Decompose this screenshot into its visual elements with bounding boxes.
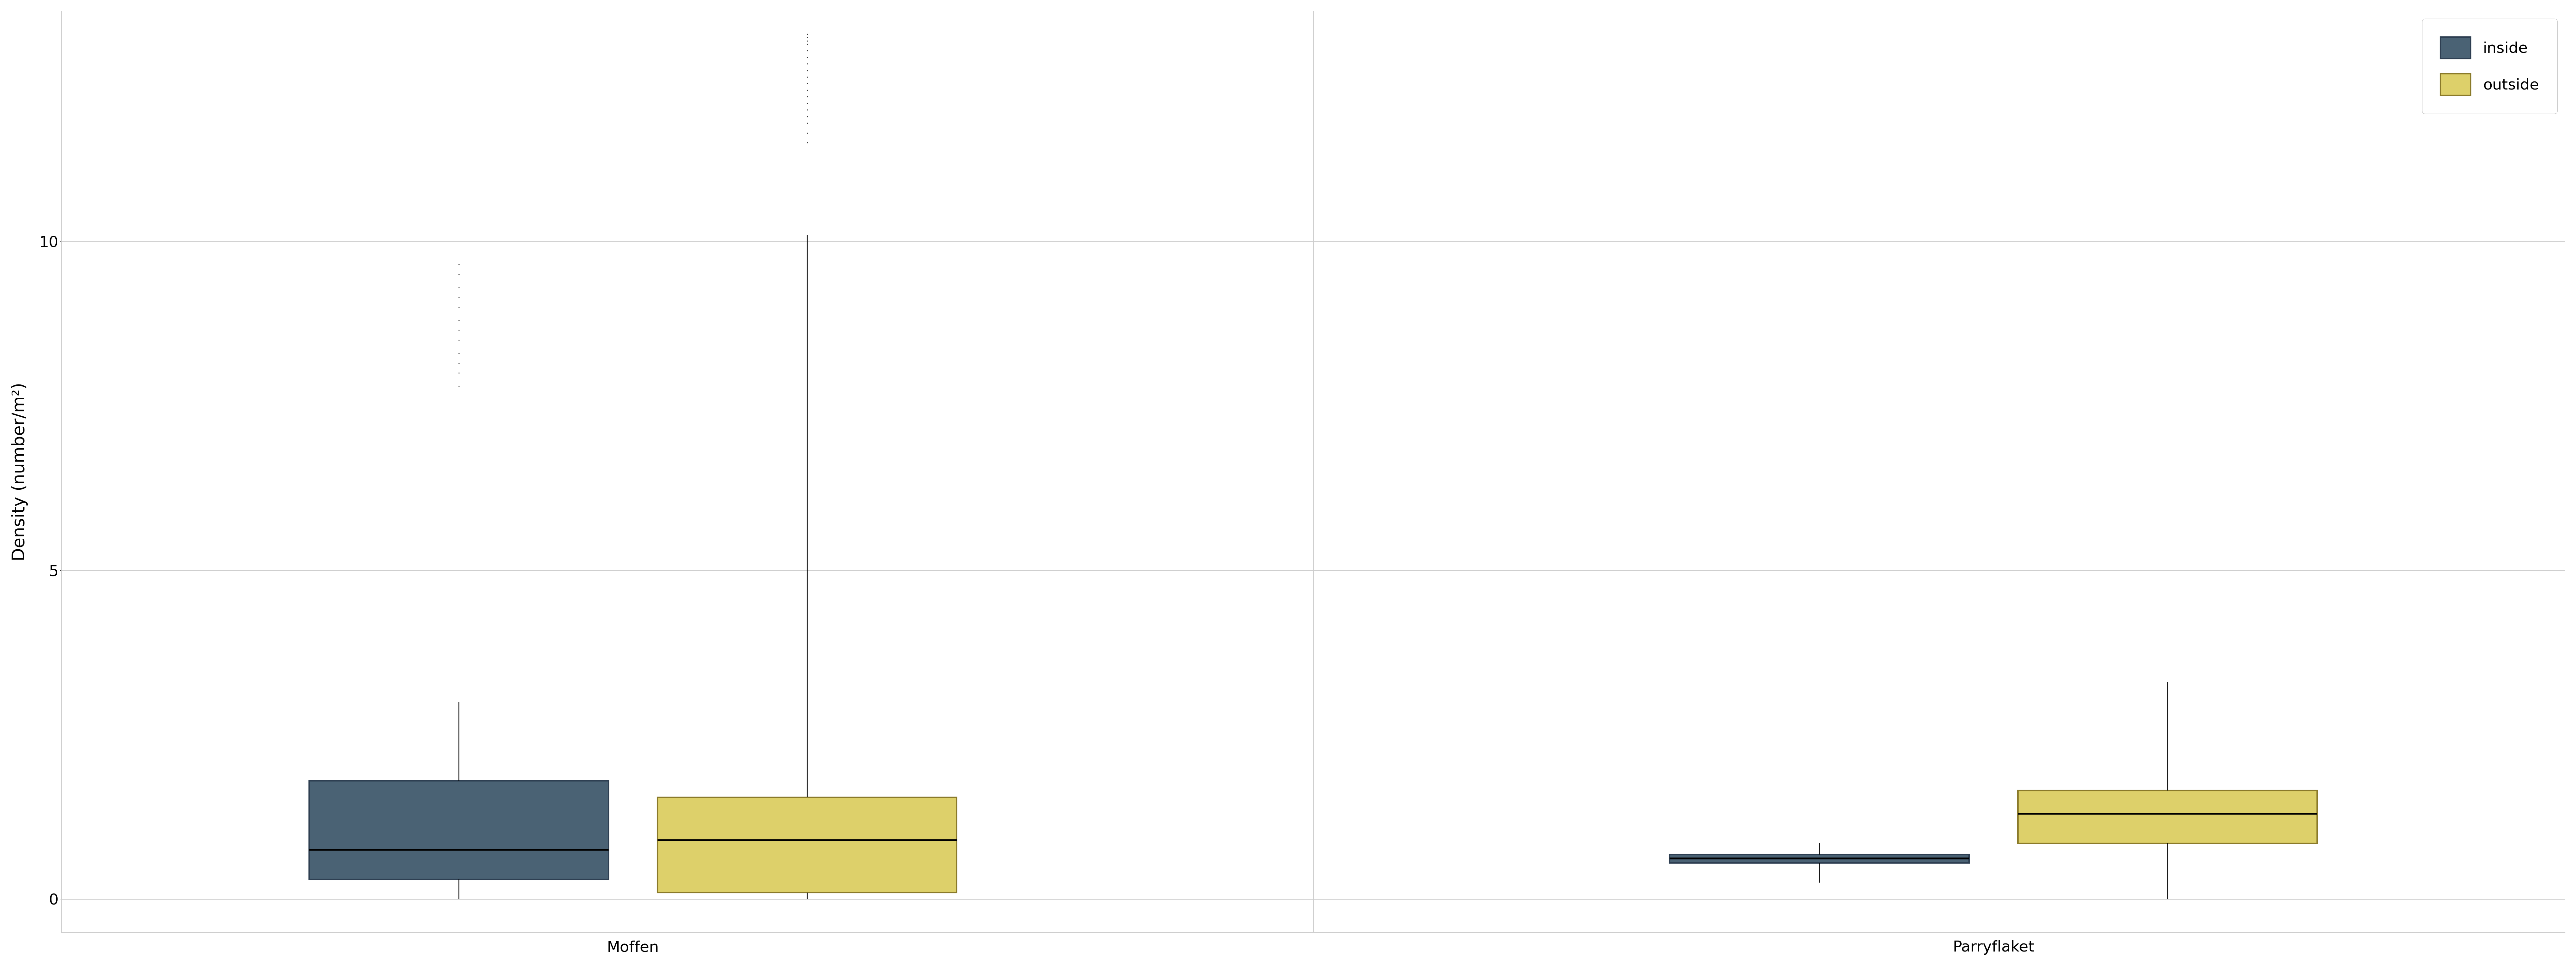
- FancyBboxPatch shape: [1669, 855, 1968, 863]
- FancyBboxPatch shape: [309, 781, 608, 879]
- Y-axis label: Density (number/m²): Density (number/m²): [10, 383, 28, 561]
- FancyBboxPatch shape: [657, 797, 956, 893]
- Legend: inside, outside: inside, outside: [2421, 18, 2558, 114]
- FancyBboxPatch shape: [2017, 790, 2318, 843]
